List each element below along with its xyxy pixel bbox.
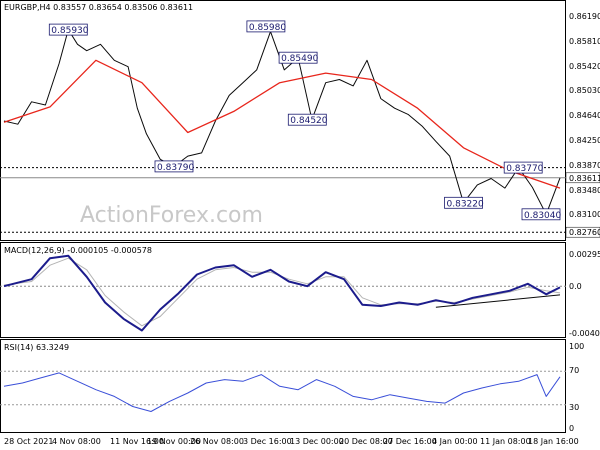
price-y-axis: 0.86190 0.85810 0.85420 0.85030 0.84640 … [569,12,600,219]
rsi-series-group [0,370,566,412]
macd-line [3,254,561,332]
rsi-title: RSI(14) 63.3249 [4,343,69,352]
price-annotation-box [246,20,286,33]
price-annotation-box [287,113,327,126]
macd-y-tick: 0.002955 [569,250,600,259]
price-y-tick: 0.84250 [569,136,600,145]
x-tick-label: 28 Oct 2021 [4,437,53,446]
macd-series-group [0,254,566,332]
price-annotation-label: 0.83790 [157,163,194,173]
x-tick-label: 13 Dec 00:00 [290,437,344,446]
support-price-tag [565,226,600,238]
rsi-y-tick: 30 [569,403,579,412]
price-y-tick: 0.86190 [569,12,600,21]
rsi-y-tick: 0 [569,424,574,433]
price-annotation-box [278,51,318,64]
current-price-tag [565,172,600,184]
price-y-tick: 0.83480 [569,186,600,195]
price-annotation-box [154,160,194,173]
support-price-label: 0.82760 [569,228,600,237]
x-tick-label: 4 Nov 08:00 [52,437,101,446]
price-panel-frame [0,0,566,241]
watermark: ActionForex.com [80,203,263,228]
rsi-y-tick: 100 [569,342,584,351]
price-annotation-box [444,196,483,209]
price-annotation-label: 0.85930 [51,26,88,36]
price-y-tick: 0.85030 [569,86,600,95]
x-tick-label: 4 Jan 00:00 [432,437,478,446]
current-price-label: 0.83611 [569,174,600,183]
macd-y-tick: -0.004009 [569,329,600,338]
moving-average-line [3,59,561,189]
x-tick-label: 26 Nov 08:00 [190,437,244,446]
price-y-tick: 0.85420 [569,62,600,71]
macd-signal-line [3,257,561,327]
x-tick-label: 20 Dec 08:00 [339,437,393,446]
price-annotation-box [48,23,88,36]
rsi-line [3,372,561,412]
x-tick-label: 27 Dec 16:00 [383,437,437,446]
price-annotation-box [503,161,543,174]
x-tick-label: 3 Dec 16:00 [243,437,292,446]
price-annotation-label: 0.84520 [290,116,327,126]
price-annotations: 0.85930 0.83790 0.85980 0.85490 0.84520 0.837… [48,20,561,221]
x-axis: 28 Oct 2021 4 Nov 08:00 11 Nov 16:00 19 … [4,437,579,446]
price-y-tick: 0.85810 [569,37,600,46]
price-y-tick: 0.83100 [569,210,600,219]
price-annotation-box [521,208,561,221]
rsi-panel-frame [0,339,566,433]
macd-y-tick: 0.0 [569,282,582,291]
macd-title: MACD(12,26,9) -0.000105 -0.000578 [4,246,152,255]
price-y-tick: 0.83870 [569,161,600,170]
macd-panel-frame [0,242,566,338]
macd-trendline [435,294,561,308]
price-annotation-label: 0.83040 [524,211,561,221]
rsi-y-tick: 70 [569,366,579,375]
price-annotation-label: 0.83770 [506,164,543,174]
price-annotation-label: 0.85490 [281,54,318,64]
x-tick-label: 18 Jan 16:00 [528,437,579,446]
price-annotation-label: 0.85980 [249,23,286,33]
price-y-tick: 0.84640 [569,111,600,120]
price-title: EURGBP,H4 0.83557 0.83654 0.83506 0.8361… [4,3,193,12]
x-tick-label: 11 Nov 16:00 [110,437,164,446]
x-tick-label: 19 Nov 00:00 [147,437,201,446]
price-annotation-label: 0.83220 [447,199,484,209]
x-tick-label: 11 Jan 08:00 [480,437,531,446]
